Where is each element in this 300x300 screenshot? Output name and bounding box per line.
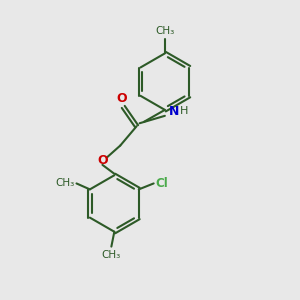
Text: Cl: Cl [155, 177, 168, 190]
Text: O: O [97, 154, 108, 167]
Text: O: O [116, 92, 127, 104]
Text: CH₃: CH₃ [155, 26, 175, 36]
Text: CH₃: CH₃ [56, 178, 75, 188]
Text: N: N [168, 105, 179, 118]
Text: H: H [180, 106, 188, 116]
Text: CH₃: CH₃ [102, 250, 121, 260]
